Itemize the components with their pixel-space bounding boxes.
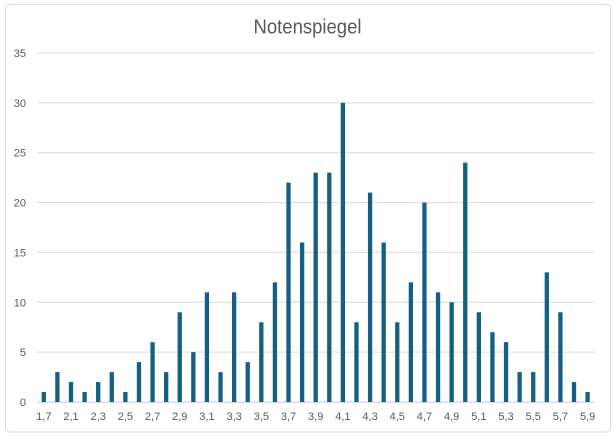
svg-text:25: 25 <box>14 148 26 160</box>
svg-text:3,9: 3,9 <box>308 411 323 423</box>
svg-text:3,1: 3,1 <box>199 411 214 423</box>
svg-text:3,7: 3,7 <box>281 411 296 423</box>
svg-text:5,3: 5,3 <box>498 411 513 423</box>
svg-text:4,1: 4,1 <box>335 411 350 423</box>
svg-text:5,7: 5,7 <box>553 411 568 423</box>
svg-text:4,9: 4,9 <box>444 411 459 423</box>
svg-text:5,9: 5,9 <box>580 411 595 423</box>
svg-text:5,5: 5,5 <box>526 411 541 423</box>
svg-text:15: 15 <box>14 247 26 259</box>
svg-text:3,3: 3,3 <box>226 411 241 423</box>
svg-text:30: 30 <box>14 98 26 110</box>
svg-text:5: 5 <box>20 347 26 359</box>
svg-text:4,3: 4,3 <box>362 411 377 423</box>
svg-text:20: 20 <box>14 198 26 210</box>
svg-text:5,1: 5,1 <box>471 411 486 423</box>
svg-text:1,7: 1,7 <box>36 411 51 423</box>
svg-text:3,5: 3,5 <box>254 411 269 423</box>
svg-text:4,5: 4,5 <box>390 411 405 423</box>
svg-text:2,9: 2,9 <box>172 411 187 423</box>
svg-text:35: 35 <box>14 48 26 60</box>
svg-text:10: 10 <box>14 297 26 309</box>
svg-text:2,1: 2,1 <box>63 411 78 423</box>
svg-text:2,3: 2,3 <box>91 411 106 423</box>
svg-text:2,5: 2,5 <box>118 411 133 423</box>
svg-text:0: 0 <box>20 397 26 409</box>
svg-text:4,7: 4,7 <box>417 411 432 423</box>
svg-text:2,7: 2,7 <box>145 411 160 423</box>
svg-text:Notenspiegel: Notenspiegel <box>254 17 362 39</box>
